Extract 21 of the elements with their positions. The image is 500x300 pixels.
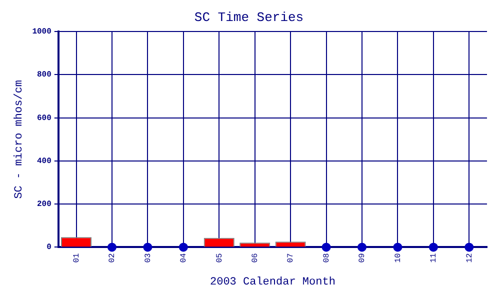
x-tick-label: 03: [144, 253, 153, 263]
x-tick-label: 11: [430, 253, 439, 263]
y-tick-label: 600: [36, 114, 52, 123]
x-tick-label: 06: [250, 253, 260, 263]
x-tick-label: 02: [108, 253, 118, 263]
x-tick-label: 01: [72, 253, 82, 263]
x-tick-label: 08: [322, 253, 332, 263]
y-tick-label: 200: [36, 200, 52, 210]
y-tick-label: 0: [46, 243, 52, 252]
x-axis-title: 2003 Calendar Month: [210, 276, 336, 288]
x-tick-label: 09: [358, 253, 368, 263]
y-tick-label: 400: [36, 156, 52, 166]
chart-title: SC Time Series: [194, 10, 304, 26]
y-axis-title: SC - micro mhos/cm: [14, 80, 26, 199]
x-tick-label: 05: [215, 253, 224, 263]
x-tick-label: 10: [394, 253, 403, 263]
x-tick-label: 04: [180, 253, 189, 263]
y-tick-label: 800: [36, 70, 52, 80]
x-tick-label: 12: [465, 253, 474, 263]
x-tick-label: 07: [286, 253, 296, 263]
y-tick-label: 1000: [32, 28, 52, 37]
